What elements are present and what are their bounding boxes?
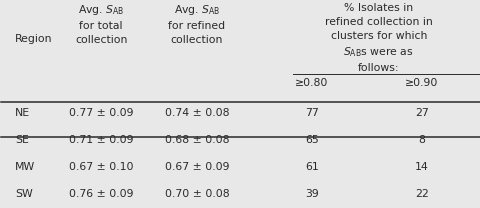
Text: 65: 65: [305, 135, 319, 145]
Text: 39: 39: [305, 189, 319, 199]
Text: Avg. $\mathit{S}_{\mathrm{AB}}$
for total
collection: Avg. $\mathit{S}_{\mathrm{AB}}$ for tota…: [75, 4, 127, 45]
Text: 0.76 ± 0.09: 0.76 ± 0.09: [69, 189, 133, 199]
Text: 0.67 ± 0.09: 0.67 ± 0.09: [165, 162, 229, 172]
Text: NE: NE: [15, 108, 30, 118]
Text: 27: 27: [415, 108, 429, 118]
Text: Region: Region: [15, 34, 52, 44]
Text: 0.71 ± 0.09: 0.71 ± 0.09: [69, 135, 133, 145]
Text: 14: 14: [415, 162, 429, 172]
Text: 8: 8: [419, 135, 425, 145]
Text: % Isolates in
refined collection in
clusters for which
$\mathit{S}_{\mathrm{AB}}: % Isolates in refined collection in clus…: [325, 4, 432, 73]
Text: 77: 77: [305, 108, 319, 118]
Text: SE: SE: [15, 135, 29, 145]
Text: 0.68 ± 0.08: 0.68 ± 0.08: [165, 135, 229, 145]
Text: 0.70 ± 0.08: 0.70 ± 0.08: [165, 189, 229, 199]
Text: 0.67 ± 0.10: 0.67 ± 0.10: [69, 162, 133, 172]
Text: 0.74 ± 0.08: 0.74 ± 0.08: [165, 108, 229, 118]
Text: Avg. $\mathit{S}_{\mathrm{AB}}$
for refined
collection: Avg. $\mathit{S}_{\mathrm{AB}}$ for refi…: [168, 4, 226, 45]
Text: MW: MW: [15, 162, 36, 172]
Text: 61: 61: [305, 162, 319, 172]
Text: SW: SW: [15, 189, 33, 199]
Text: ≥0.90: ≥0.90: [405, 78, 439, 88]
Text: ≥0.80: ≥0.80: [295, 78, 328, 88]
Text: 22: 22: [415, 189, 429, 199]
Text: 0.77 ± 0.09: 0.77 ± 0.09: [69, 108, 133, 118]
